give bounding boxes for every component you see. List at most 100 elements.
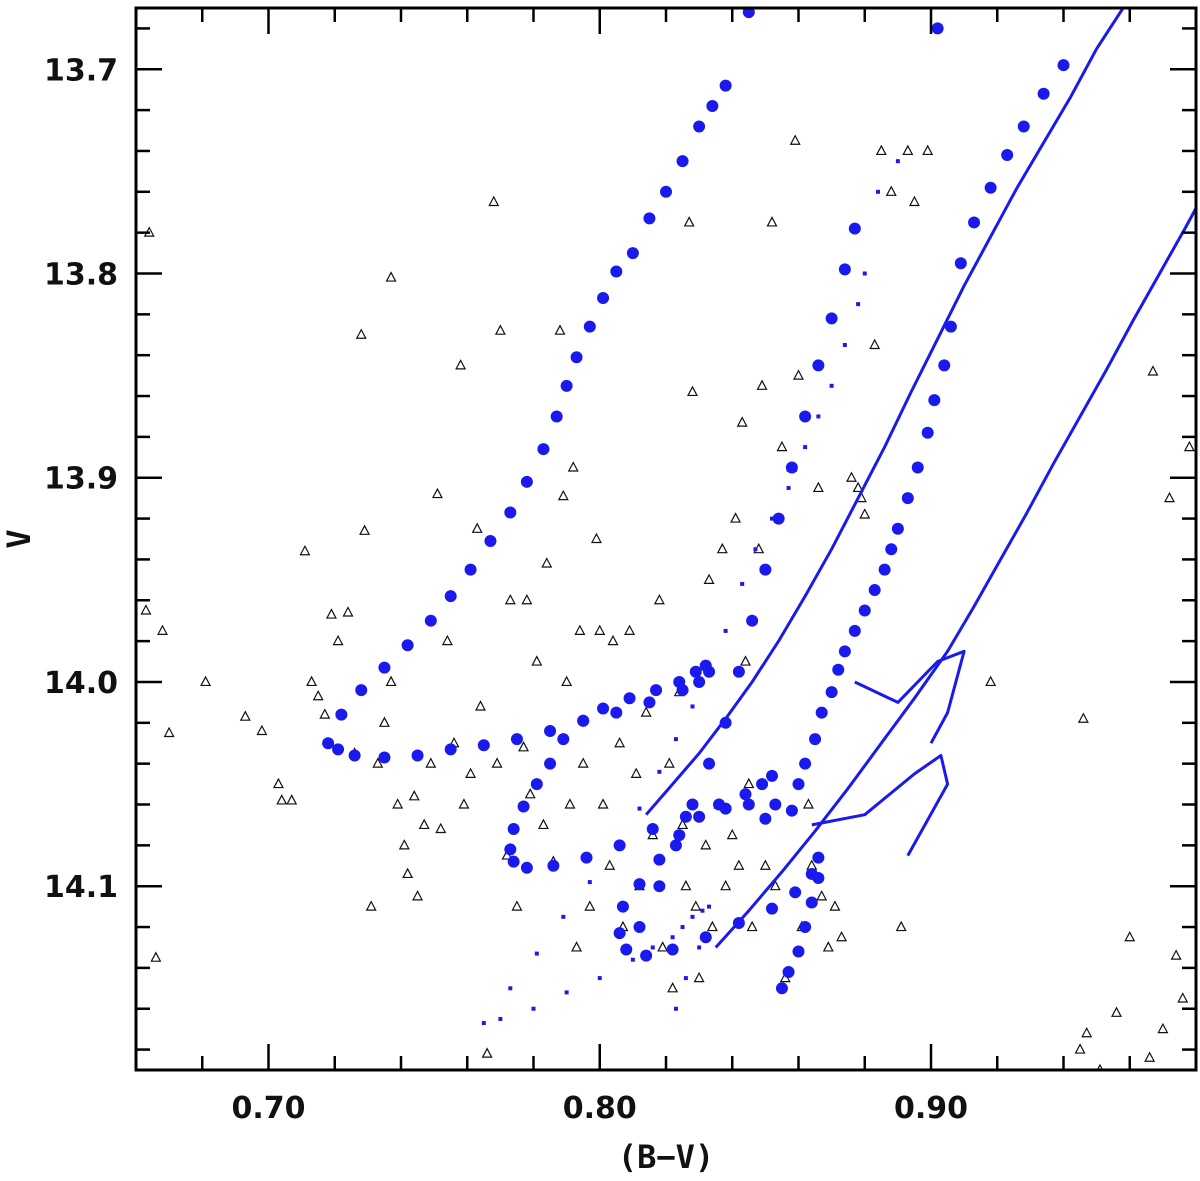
model-point-small xyxy=(508,986,513,991)
model-point xyxy=(570,351,583,364)
model-point xyxy=(848,222,861,235)
star-point xyxy=(1170,949,1182,960)
model-point-small xyxy=(683,976,688,981)
star-point xyxy=(829,900,841,911)
star-point xyxy=(703,573,715,584)
star-point xyxy=(1124,930,1136,942)
model-point xyxy=(703,757,716,770)
model-point xyxy=(679,810,692,823)
star-point xyxy=(766,216,778,227)
model-point xyxy=(560,379,573,392)
star-point xyxy=(885,185,897,196)
model-point xyxy=(766,902,778,915)
model-point xyxy=(812,872,825,885)
star-point xyxy=(571,941,583,952)
model-point-small xyxy=(697,945,702,950)
star-point xyxy=(518,741,530,752)
star-point xyxy=(537,818,549,830)
model-point xyxy=(517,800,530,813)
star-point xyxy=(1081,1026,1093,1038)
star-point xyxy=(584,900,596,911)
model-point xyxy=(719,802,732,815)
model-point-small xyxy=(657,769,662,774)
model-point-small xyxy=(531,1006,536,1011)
star-point xyxy=(836,930,848,942)
star-point xyxy=(574,624,586,636)
star-point xyxy=(687,385,698,397)
star-point xyxy=(256,724,268,736)
model-point xyxy=(954,257,967,270)
star-point xyxy=(163,726,175,738)
model-point-small xyxy=(842,342,847,347)
star-point xyxy=(985,675,997,687)
star-point xyxy=(690,900,702,911)
star-point xyxy=(597,798,609,809)
model-point xyxy=(464,563,477,576)
star-point xyxy=(491,757,503,768)
model-point xyxy=(689,665,702,678)
star-point xyxy=(793,369,804,380)
star-point xyxy=(740,655,751,666)
model-point xyxy=(1001,149,1014,162)
model-point xyxy=(911,461,924,474)
model-point xyxy=(547,859,560,872)
model-point-small xyxy=(829,383,834,388)
star-point xyxy=(680,879,692,891)
model-point xyxy=(1037,87,1050,100)
star-point xyxy=(733,859,745,870)
model-point xyxy=(550,410,563,423)
model-point xyxy=(693,810,706,823)
model-point xyxy=(583,320,596,333)
star-point xyxy=(504,593,516,605)
star-point xyxy=(759,859,771,870)
model-point xyxy=(660,185,672,198)
x-axis-tick-labels: 0.70 0.80 0.90 xyxy=(231,1091,968,1126)
x-tick-label: 0.80 xyxy=(563,1091,637,1126)
model-point xyxy=(484,535,497,548)
star-point xyxy=(272,777,284,789)
model-point xyxy=(706,100,719,113)
star-point xyxy=(140,604,152,615)
model-point-small xyxy=(597,976,602,981)
star-point xyxy=(706,920,718,932)
model-point xyxy=(444,743,457,756)
star-point xyxy=(624,624,636,636)
model-point xyxy=(878,563,891,576)
x-axis-title: (B−V) xyxy=(618,1138,714,1176)
star-point xyxy=(802,798,814,809)
model-track-line xyxy=(854,649,966,744)
star-point xyxy=(607,634,619,646)
model-point-small xyxy=(876,189,880,194)
star-point xyxy=(455,359,467,370)
model-point xyxy=(693,675,706,688)
model-point xyxy=(838,263,851,276)
model-point xyxy=(858,604,871,617)
model-point xyxy=(815,706,828,719)
model-point xyxy=(693,120,706,133)
model-point xyxy=(613,839,626,852)
star-point xyxy=(1147,365,1159,376)
star-point xyxy=(465,767,477,778)
model-point xyxy=(557,733,570,746)
model-point xyxy=(322,737,335,750)
model-point-small xyxy=(650,945,655,950)
star-point xyxy=(630,767,642,778)
model-point xyxy=(719,716,732,729)
star-point xyxy=(1111,1006,1122,1017)
star-point xyxy=(614,736,626,748)
star-point xyxy=(385,271,397,282)
model-point xyxy=(401,639,414,652)
model-point xyxy=(610,706,623,719)
star-point xyxy=(372,757,384,768)
model-point xyxy=(633,921,646,934)
star-point xyxy=(150,951,162,962)
star-point xyxy=(908,195,920,207)
star-point xyxy=(577,757,589,768)
star-point xyxy=(481,1047,493,1058)
model-point xyxy=(544,724,557,737)
star-point xyxy=(157,624,168,636)
model-point xyxy=(759,812,772,825)
model-point xyxy=(885,543,898,556)
model-point xyxy=(809,733,822,746)
model-point-small xyxy=(680,925,685,930)
